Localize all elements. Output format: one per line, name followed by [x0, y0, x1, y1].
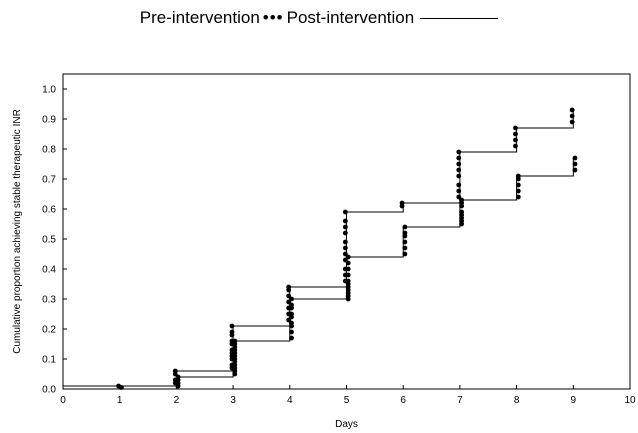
event-point-pre [572, 155, 578, 161]
chart-legend: Pre-intervention ••• Post-intervention [0, 8, 638, 28]
event-point-post [229, 362, 235, 368]
event-point-post [342, 218, 348, 224]
event-point-post [342, 239, 348, 245]
event-point-post [569, 107, 575, 113]
y-tick-label: 0.4 [42, 265, 56, 276]
x-tick-label: 0 [60, 395, 66, 406]
event-point-post [229, 338, 235, 344]
event-point-pre [515, 182, 521, 188]
event-point-post [513, 143, 518, 149]
x-tick-label: 10 [624, 395, 636, 406]
event-point-post [569, 113, 575, 119]
event-point-post [286, 311, 292, 317]
x-tick-label: 7 [457, 395, 463, 406]
event-point-post [229, 323, 235, 329]
y-axis: 0.0 0.1 0.2 0.3 0.4 0.5 0.6 0.7 0.8 0.9 1.0 [42, 85, 67, 396]
event-point-pre [402, 224, 408, 230]
event-point-pre [175, 374, 181, 380]
y-tick-label: 0.7 [42, 175, 56, 186]
marker-layer [116, 107, 578, 390]
event-point-post [286, 305, 292, 311]
event-point-pre [402, 251, 408, 257]
event-point-post [456, 149, 462, 155]
x-axis: 0 1 2 3 4 5 6 7 8 9 10 [60, 385, 636, 406]
series-layer [63, 110, 574, 390]
y-tick-label: 0.5 [42, 235, 56, 246]
event-point-pre [515, 173, 521, 179]
event-point-post [172, 368, 178, 374]
event-point-post [229, 347, 235, 353]
x-axis-label: Days [335, 419, 358, 430]
event-point-post [286, 317, 292, 323]
x-tick-label: 2 [174, 395, 180, 406]
event-point-post [456, 167, 462, 173]
event-point-post [569, 119, 575, 125]
y-axis-label: Cumulative proportion achieving stable t… [12, 109, 23, 354]
series-line-post [63, 110, 574, 387]
event-point-pre [289, 320, 294, 326]
event-point-post [342, 224, 348, 230]
event-point-post [286, 293, 292, 299]
event-point-pre [402, 239, 408, 245]
event-point-post [342, 272, 348, 278]
x-tick-label: 1 [117, 395, 123, 406]
event-point-post [513, 131, 518, 137]
y-tick-label: 0.3 [42, 295, 56, 306]
event-point-post [513, 137, 518, 143]
x-tick-label: 4 [287, 395, 293, 406]
x-tick-label: 5 [344, 395, 350, 406]
event-point-pre [572, 167, 578, 173]
event-point-post [342, 257, 348, 263]
event-point-pre [459, 197, 465, 203]
event-point-post [342, 209, 348, 215]
event-point-pre [459, 209, 465, 215]
event-point-post [342, 278, 348, 284]
legend-solid-line [420, 18, 499, 20]
y-tick-label: 0.8 [42, 145, 56, 156]
event-point-post [456, 173, 462, 179]
event-point-pre [289, 335, 294, 341]
x-tick-label: 8 [514, 395, 520, 406]
event-point-post [342, 230, 348, 236]
event-point-pre [345, 254, 351, 260]
event-point-post [456, 194, 462, 200]
event-point-pre [402, 245, 408, 251]
event-point-pre [345, 260, 351, 266]
event-point-post [286, 284, 292, 290]
legend-post-label: Post-intervention [286, 8, 415, 27]
legend-dotted-marker: ••• [262, 8, 284, 27]
event-point-post [342, 245, 348, 251]
event-point-post [342, 251, 348, 257]
event-point-post [399, 200, 405, 206]
event-point-post [456, 161, 462, 167]
event-point-post [229, 329, 235, 335]
y-tick-label: 0.1 [42, 355, 56, 366]
event-point-post [513, 125, 518, 131]
event-point-pre [402, 230, 408, 236]
event-point-post [286, 299, 292, 305]
event-point-pre [515, 188, 521, 194]
event-point-post [116, 383, 121, 389]
event-point-pre [572, 161, 578, 167]
y-tick-label: 0.9 [42, 115, 56, 126]
legend-pre-label: Pre-intervention [139, 8, 260, 27]
event-point-post [456, 182, 462, 188]
y-tick-label: 0.2 [42, 325, 56, 336]
event-point-post [172, 377, 178, 383]
x-tick-label: 6 [400, 395, 406, 406]
y-tick-label: 0.0 [42, 385, 56, 396]
event-point-post [456, 188, 462, 194]
x-tick-label: 9 [571, 395, 577, 406]
series-line-pre [63, 158, 574, 390]
y-tick-label: 0.6 [42, 205, 56, 216]
event-point-pre [289, 296, 294, 302]
event-point-pre [289, 302, 294, 308]
event-point-pre [515, 194, 521, 200]
event-point-post [456, 155, 462, 161]
y-tick-label: 1.0 [42, 85, 56, 96]
x-tick-label: 3 [230, 395, 236, 406]
event-point-pre [289, 329, 294, 335]
event-point-post [342, 266, 348, 272]
